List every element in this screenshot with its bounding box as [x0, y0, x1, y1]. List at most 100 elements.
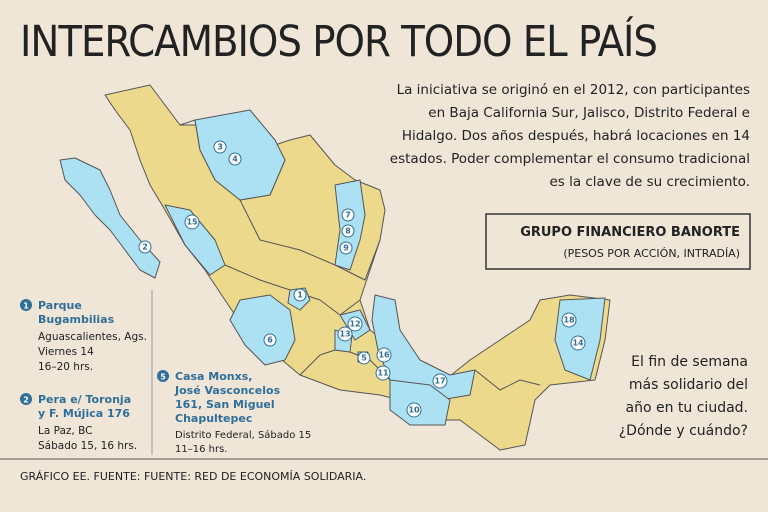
marker: 6 [263, 333, 277, 347]
marker-circle [341, 224, 355, 238]
marker-number: 6 [267, 336, 273, 345]
intro-line: estados. Poder complementar el consumo t… [390, 151, 750, 167]
marker: 14 [570, 335, 586, 351]
marker-number: 2 [142, 243, 148, 252]
legend-detail: 16–20 hrs. [38, 361, 93, 373]
question-line: año en tu ciudad. [626, 400, 748, 416]
oaxaca [389, 379, 451, 426]
marker-number: 12 [349, 320, 360, 329]
marker-circle [339, 241, 353, 255]
map-markers: 1 2 3 4 5 6 7 8 9 10 11 12 13 14 15 16 1… [138, 140, 586, 418]
legend: 1 Parque Bugambilias Aguascalientes, Ags… [20, 299, 311, 455]
marker-circle [432, 373, 448, 389]
marker-number: 13 [339, 330, 350, 339]
marker-number: 8 [345, 227, 351, 236]
legend-marker [20, 393, 32, 405]
title: INTERCAMBIOS POR TODO EL PAÍS [20, 16, 657, 67]
marker: 3 [213, 140, 227, 154]
question-line: El fin de semana [631, 354, 748, 370]
marker: 1 [293, 288, 307, 302]
question-line: más solidario del [629, 377, 748, 393]
legend-name: Bugambilias [38, 313, 115, 326]
legend-name: Parque [38, 299, 82, 312]
state-borders [474, 369, 541, 391]
stock-title: GRUPO FINANCIERO BANORTE [520, 225, 740, 240]
stock-box [485, 213, 751, 270]
baja-california [59, 157, 161, 279]
marker: 13 [337, 326, 353, 342]
marker: 7 [341, 208, 355, 222]
legend-number: 5 [160, 373, 166, 382]
marker: 2 [138, 240, 152, 254]
marker-circle [570, 335, 586, 351]
marker-circle [357, 351, 371, 365]
marker-number: 16 [378, 351, 390, 360]
marker-number: 1 [297, 291, 303, 300]
legend-name: Pera e/ Toronja [38, 393, 131, 406]
marker-circle [376, 347, 392, 363]
intro-line: es la clave de su crecimiento. [549, 174, 750, 190]
legend-marker [20, 299, 32, 311]
marker: 5 [357, 351, 371, 365]
marker: 9 [339, 241, 353, 255]
marker: 8 [341, 224, 355, 238]
marker: 11 [375, 365, 391, 381]
marker-circle [347, 316, 363, 332]
jalisco [229, 294, 296, 366]
legend-name: y F. Mújica 176 [38, 407, 130, 420]
footer-source: GRÁFICO EE. FUENTE: FUENTE: RED DE ECONO… [20, 470, 366, 483]
legend-detail: Aguascalientes, Ags. [38, 331, 147, 343]
marker-circle [406, 402, 422, 418]
marker: 4 [228, 152, 242, 166]
marker-number: 5 [361, 354, 367, 363]
marker-circle [263, 333, 277, 347]
legend-marker [157, 370, 169, 382]
marker-circle [184, 214, 200, 230]
legend-name: 161, San Miguel [175, 398, 275, 411]
marker-number: 4 [232, 155, 238, 164]
marker: 12 [347, 316, 363, 332]
marker-circle [561, 312, 577, 328]
marker-circle [337, 326, 353, 342]
legend-name: Casa Monxs, [175, 370, 252, 383]
marker-circle [293, 288, 307, 302]
marker: 17 [432, 373, 448, 389]
question-text: El fin de semana más solidario del año e… [619, 354, 748, 439]
map [59, 84, 611, 451]
sinaloa [164, 204, 226, 276]
legend-name: Chapultepec [175, 412, 252, 425]
marker-circle [213, 140, 227, 154]
intro-line: en Baja California Sur, Jalisco, Distrit… [428, 105, 750, 121]
legend-detail: 11–16 hrs. [175, 444, 227, 455]
intro-line: La iniciativa se originó en el 2012, con… [397, 82, 750, 98]
marker-number: 3 [217, 143, 223, 152]
marker-number: 10 [408, 406, 420, 415]
marker-number: 11 [377, 369, 389, 378]
marker-circle [228, 152, 242, 166]
marker: 15 [184, 214, 200, 230]
marker-number: 9 [343, 244, 349, 253]
legend-detail: Sábado 15, 16 hrs. [38, 440, 137, 452]
legend-name: José Vasconcelos [174, 384, 281, 397]
stock-subtitle: (PESOS POR ACCIÓN, INTRADÍA) [563, 247, 740, 260]
marker: 10 [406, 402, 422, 418]
marker-number: 18 [563, 316, 575, 325]
marker-number: 14 [572, 339, 584, 348]
marker: 16 [376, 347, 392, 363]
state-borders [239, 199, 381, 281]
legend-number: 1 [23, 302, 29, 311]
marker-number: 7 [345, 211, 351, 220]
marker-circle [341, 208, 355, 222]
legend-detail: Viernes 14 [38, 346, 94, 358]
intro-line: Hidalgo. Dos años después, habrá locacio… [402, 128, 750, 144]
question-line: ¿Dónde y cuándo? [619, 423, 748, 439]
intro-text: La iniciativa se originó en el 2012, con… [390, 82, 750, 190]
marker-circle [138, 240, 152, 254]
marker-circle [375, 365, 391, 381]
marker-number: 17 [434, 377, 445, 386]
legend-detail: Distrito Federal, Sábado 15 [175, 429, 311, 441]
legend-detail: La Paz, BC [38, 425, 92, 437]
marker-number: 15 [186, 218, 198, 227]
